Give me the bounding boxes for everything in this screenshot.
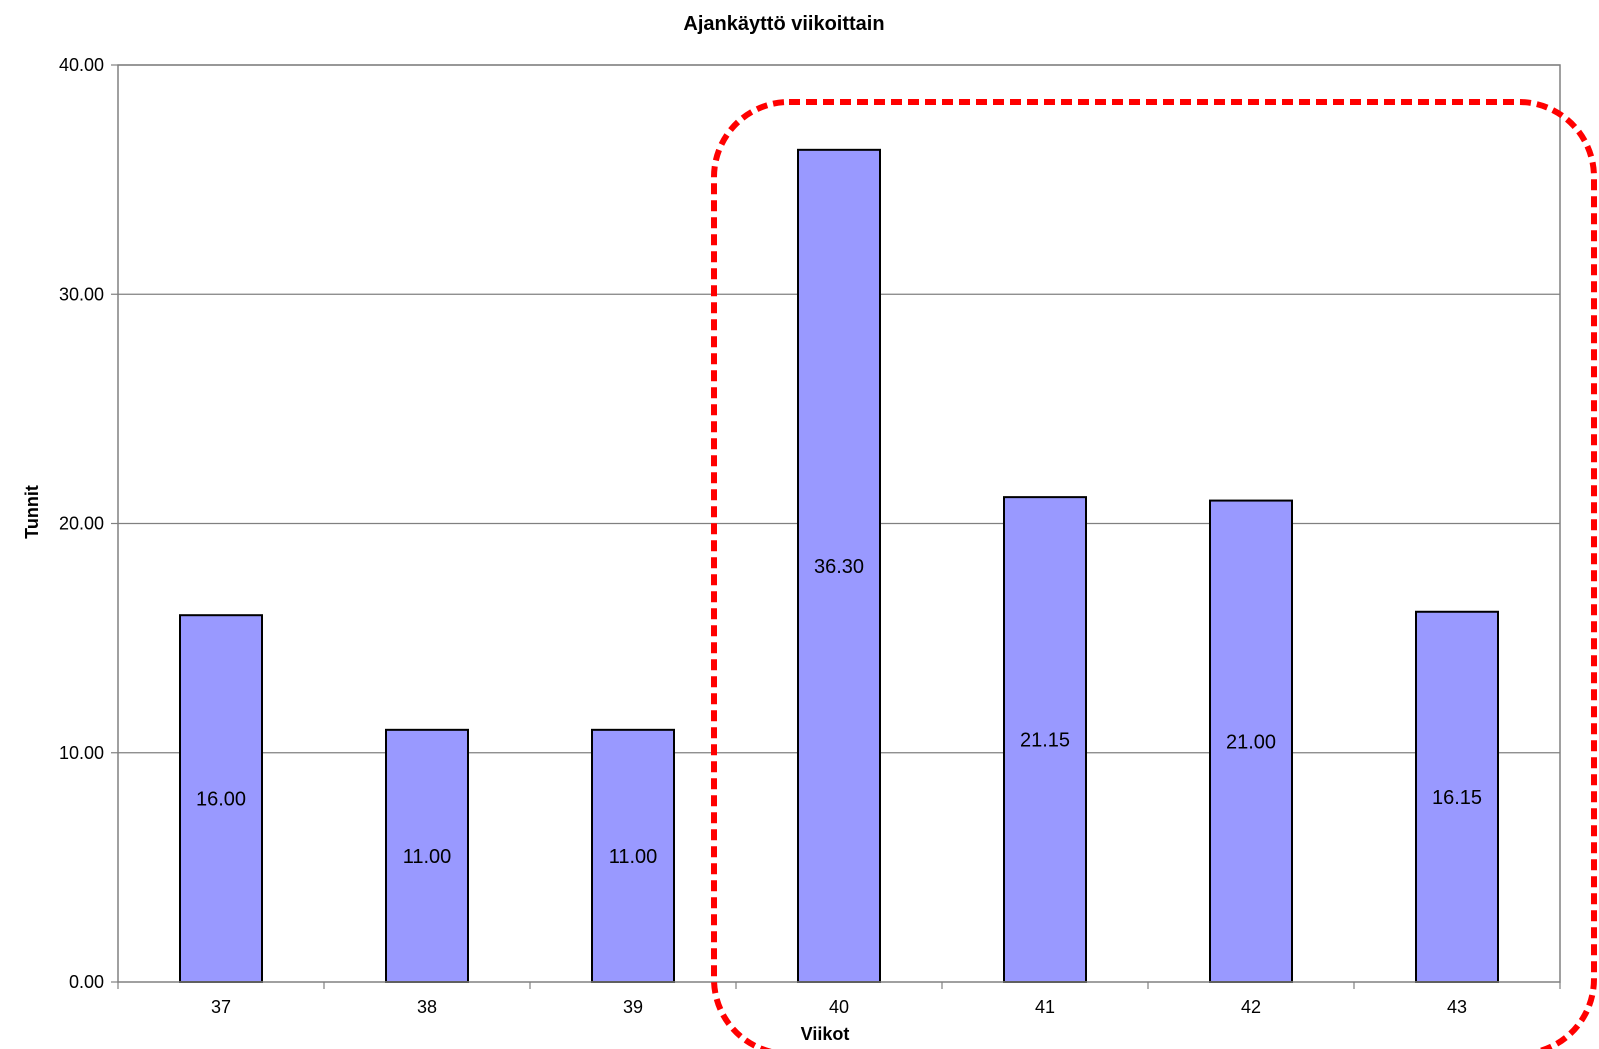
plot-frame: [117, 64, 1561, 983]
data-label-38: 11.00: [403, 846, 452, 868]
y-tick-label: 20.00: [59, 514, 104, 534]
annotation: [711, 99, 1597, 1049]
bar-40: [797, 148, 881, 983]
bar-41: [1003, 496, 1087, 983]
x-tick-label-37: 37: [211, 997, 231, 1017]
data-label-41: 21.15: [1020, 730, 1070, 752]
labels: 0.00 10.00 20.00 30.00 40.00 16.00 37 11.00 38 11…: [59, 55, 1482, 1017]
x-axis-label: Viikot: [801, 1024, 850, 1044]
y-tick-label: 10.00: [59, 743, 104, 763]
bars: [179, 148, 1499, 984]
x-tick-label-40: 40: [829, 997, 849, 1017]
y-tick-label: 30.00: [59, 284, 104, 304]
axes: [111, 64, 1561, 989]
x-tick-label-42: 42: [1241, 997, 1261, 1017]
bar-37: [179, 614, 263, 983]
data-label-37: 16.00: [196, 789, 246, 811]
annotation-box: [711, 99, 1597, 1049]
y-tick-label: 40.00: [59, 55, 104, 75]
bar-42: [1209, 499, 1293, 983]
data-label-43: 16.15: [1432, 787, 1482, 809]
data-label-42: 21.00: [1226, 731, 1276, 753]
chart-title: Ajankäyttö viikoittain: [683, 13, 884, 35]
y-axis-label: Tunnit: [22, 485, 42, 539]
data-label-40: 36.30: [814, 556, 864, 578]
x-tick-label-41: 41: [1035, 997, 1055, 1017]
y-tick-label: 0.00: [69, 972, 104, 992]
data-label-39: 11.00: [609, 846, 658, 868]
x-tick-label-38: 38: [417, 997, 437, 1017]
x-tick-label-39: 39: [623, 997, 643, 1017]
bar-39: [591, 728, 675, 984]
bar-43: [1415, 610, 1499, 983]
x-tick-label-43: 43: [1447, 997, 1467, 1017]
